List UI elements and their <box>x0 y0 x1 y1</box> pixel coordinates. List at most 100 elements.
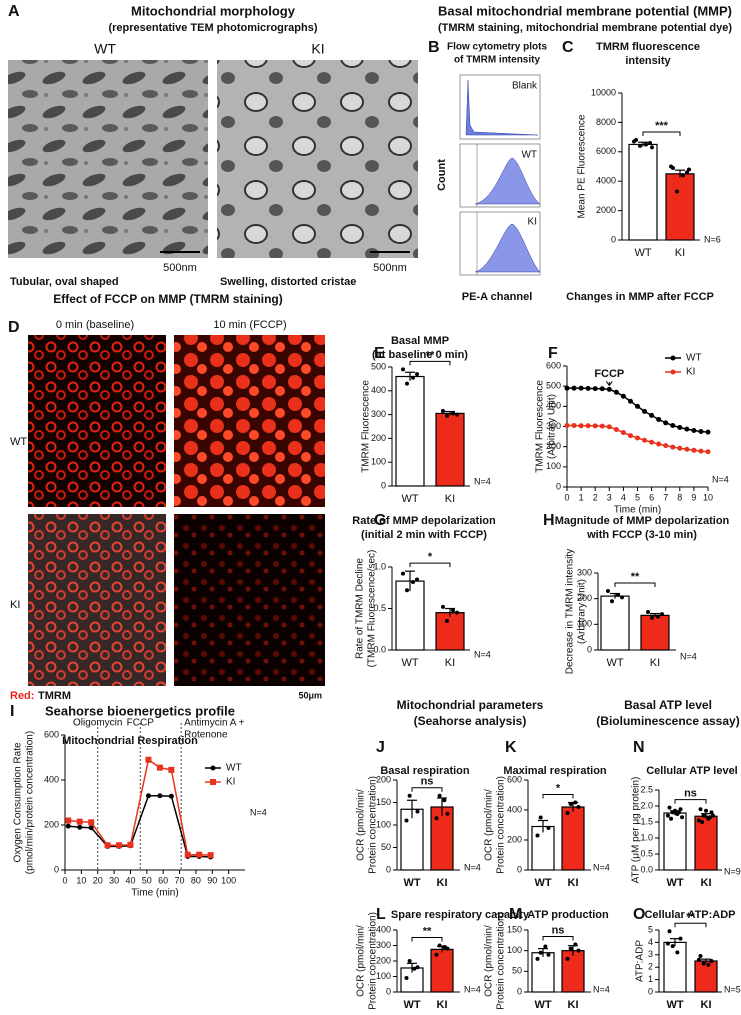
series-marker <box>104 842 111 849</box>
chart-title: Spare respiratory capacity <box>391 909 530 921</box>
data-point <box>401 571 405 576</box>
panel-title: of TMRM intensity <box>454 55 541 66</box>
panel-title: Effect of FCCP on MMP (TMRM staining) <box>53 292 283 306</box>
data-point <box>709 810 714 815</box>
significance-bracket <box>614 582 656 587</box>
series-marker <box>599 386 605 392</box>
y-tick-label: 300 <box>376 940 391 950</box>
data-point <box>573 800 578 805</box>
data-point <box>665 941 670 946</box>
y-tick-label: 1.0 <box>640 832 653 842</box>
n-label: N=4 <box>712 474 729 484</box>
data-point <box>675 950 680 955</box>
panel-letter: O <box>633 906 645 923</box>
y-tick-label: 100 <box>577 619 592 629</box>
y-tick-label: 600 <box>44 729 59 739</box>
y-tick-label: 200 <box>577 593 592 603</box>
data-point <box>434 952 439 957</box>
panel-title: Flow cytometry plots <box>447 42 547 53</box>
bar <box>395 375 425 487</box>
data-point <box>405 588 409 593</box>
series-marker <box>65 817 72 824</box>
row-label: KI <box>10 599 20 611</box>
significance-label: * <box>428 551 433 563</box>
bar <box>561 950 585 993</box>
significance-label: ** <box>426 349 435 361</box>
x-axis-label: Time (min) <box>131 888 178 899</box>
x-tick-label: 4 <box>621 492 626 502</box>
data-point <box>632 139 636 144</box>
series-marker <box>88 825 94 831</box>
series-marker <box>705 449 711 455</box>
y-axis-label: OCR (pmol/min/ <box>356 925 367 997</box>
y-tick-label: 2.5 <box>640 784 653 794</box>
x-tick-label: 0 <box>564 492 569 502</box>
data-point <box>681 173 685 178</box>
panel-letter: C <box>562 39 574 56</box>
data-point <box>543 944 548 949</box>
series-line <box>68 758 211 856</box>
image-label: KI <box>311 41 324 57</box>
x-tick-label: 50 <box>142 875 152 885</box>
data-point <box>573 942 578 947</box>
data-point <box>701 813 706 818</box>
panel-letter: J <box>376 739 385 756</box>
section-title: Seahorse bioenergetics profile <box>45 703 235 718</box>
event-arrow <box>605 381 613 387</box>
y-tick-label: 400 <box>44 774 59 784</box>
bar <box>395 580 425 651</box>
series-marker <box>592 423 598 429</box>
data-point <box>401 367 405 372</box>
chart-title: Cellular ATP level <box>646 765 738 777</box>
data-point <box>576 805 581 809</box>
series-marker <box>145 793 151 799</box>
y-tick-label: 0.5 <box>373 603 386 613</box>
series-marker <box>627 433 633 439</box>
data-point <box>451 608 455 613</box>
series-marker <box>564 385 570 391</box>
y-tick-label: 1 <box>648 974 653 984</box>
x-tick-label: 9 <box>691 492 696 502</box>
n-label: N=4 <box>593 984 610 994</box>
y-axis-label: ATP:ADP <box>635 940 646 982</box>
y-tick-label: 10000 <box>591 87 616 97</box>
series-marker <box>592 386 598 392</box>
data-point <box>667 805 672 810</box>
series-marker <box>168 766 175 773</box>
n-label: N=4 <box>464 862 481 872</box>
x-tick-label: WT <box>634 247 651 259</box>
series-marker <box>613 389 619 395</box>
legend-marker <box>210 779 216 785</box>
bar <box>400 808 424 871</box>
y-tick-label: 600 <box>546 360 561 370</box>
n-label: N=5 <box>724 984 741 994</box>
series-marker <box>663 443 669 449</box>
data-point <box>407 793 412 798</box>
confocal-image <box>28 335 166 507</box>
series-marker <box>649 439 655 445</box>
data-point <box>535 956 540 961</box>
y-tick-label: 300 <box>577 567 592 577</box>
image-label: WT <box>94 41 116 57</box>
series-marker <box>571 422 577 428</box>
significance-label: ** <box>631 571 640 583</box>
x-tick-label: KI <box>701 999 712 1011</box>
y-axis-label: (TMRM Fluorescence/sec) <box>367 550 378 668</box>
y-tick-label: 150 <box>507 924 522 934</box>
x-tick-label: WT <box>403 877 420 889</box>
legend-label: KI <box>686 367 695 378</box>
data-point <box>434 816 439 821</box>
bar <box>663 941 687 993</box>
series-marker <box>698 448 704 454</box>
x-tick-label: 10 <box>703 492 713 502</box>
series-marker <box>571 385 577 391</box>
series-marker <box>116 842 122 849</box>
data-point <box>405 381 409 386</box>
data-point <box>660 612 664 617</box>
data-point <box>445 811 450 816</box>
x-tick-label: 5 <box>635 492 640 502</box>
data-point <box>445 413 449 418</box>
x-tick-label: WT <box>401 493 418 505</box>
panel-letter: G <box>374 512 386 529</box>
image-caption: Tubular, oval shaped <box>10 276 119 288</box>
